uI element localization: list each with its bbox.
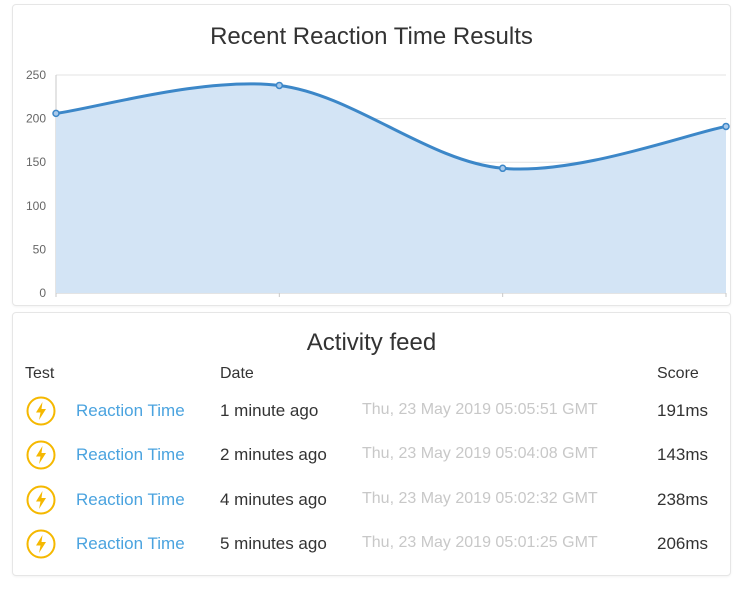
data-point [52,109,60,118]
absolute-time: Thu, 23 May 2019 05:01:25 GMT [362,534,598,551]
column-header-date: Date [220,365,254,382]
relative-time: 4 minutes ago [220,490,327,509]
feed-row: Reaction Time 4 minutes ago Thu, 23 May … [13,482,730,522]
column-header-score: Score [657,365,699,382]
feed-row: Reaction Time 1 minute ago Thu, 23 May 2… [13,393,730,433]
y-tick-label: 250 [26,68,46,82]
lightning-bolt-icon [26,485,56,515]
relative-time: 1 minute ago [220,401,319,420]
activity-feed-card: Activity feed Test Date Score Reaction T… [12,312,731,576]
column-header-test: Test [25,365,55,382]
y-tick-label: 150 [26,155,46,169]
score: 191ms [657,401,709,420]
area-fill [56,83,726,293]
lightning-bolt-icon [26,529,56,559]
lightning-bolt-icon [26,440,56,470]
relative-time: 5 minutes ago [220,534,327,553]
test-link[interactable]: Reaction Time [76,534,185,553]
lightning-bolt-icon [26,396,56,426]
y-tick-label: 50 [33,242,47,256]
test-link[interactable]: Reaction Time [76,490,185,509]
score: 206ms [657,534,709,553]
chart-card: Recent Reaction Time Results 0 50 100 150 20… [12,4,731,306]
reaction-time-chart: 0 50 100 150 200 250 [26,68,730,300]
data-point [498,164,507,173]
absolute-time: Thu, 23 May 2019 05:05:51 GMT [362,401,598,418]
score: 143ms [657,445,709,464]
feed-row: Reaction Time 2 minutes ago Thu, 23 May … [13,437,730,477]
y-tick-label: 200 [26,112,46,126]
score: 238ms [657,490,709,509]
y-tick-label: 100 [26,199,46,213]
relative-time: 2 minutes ago [220,445,327,464]
absolute-time: Thu, 23 May 2019 05:04:08 GMT [362,445,598,462]
chart-title: Recent Reaction Time Results [210,23,533,50]
feed-title: Activity feed [306,329,437,356]
absolute-time: Thu, 23 May 2019 05:02:32 GMT [362,490,598,507]
data-point [275,81,284,90]
y-tick-label: 0 [39,286,46,300]
feed-row: Reaction Time 5 minutes ago Thu, 23 May … [13,526,730,566]
series-line [55,82,727,171]
test-link[interactable]: Reaction Time [76,445,185,464]
data-point [722,122,730,131]
test-link[interactable]: Reaction Time [76,401,185,420]
